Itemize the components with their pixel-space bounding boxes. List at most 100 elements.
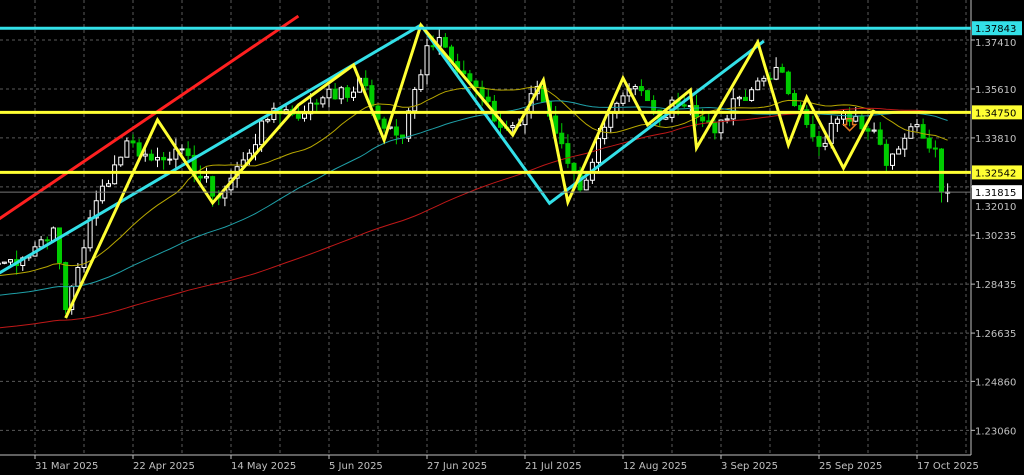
- candle-body: [583, 179, 589, 191]
- candle-body: [259, 120, 265, 146]
- y-tick-label: 1.35610: [975, 85, 1016, 96]
- candle-body: [8, 259, 13, 263]
- candle-body: [179, 148, 185, 151]
- candle-body: [638, 86, 644, 92]
- candle-body: [351, 91, 356, 98]
- x-tick-label: 17 Oct 2025: [917, 461, 979, 472]
- price-label: 1.37843: [975, 24, 1016, 35]
- candle-body: [565, 143, 571, 164]
- price-label-box: [972, 165, 1022, 180]
- candle-body: [314, 102, 320, 105]
- candle-body: [442, 37, 448, 48]
- zigzag-line: [64, 21, 876, 319]
- candle-body: [167, 158, 173, 161]
- candle-body: [185, 148, 191, 156]
- candle-body: [859, 115, 865, 130]
- candle-body: [908, 126, 914, 139]
- price-label: 1.32542: [975, 168, 1016, 179]
- candle-body: [142, 153, 148, 157]
- candle-body: [602, 126, 608, 140]
- candle-body: [93, 200, 99, 219]
- candle-body: [834, 118, 840, 124]
- y-tick-label: 1.24860: [975, 377, 1016, 388]
- x-tick-label: 12 Aug 2025: [623, 461, 687, 472]
- x-tick-label: 25 Sep 2025: [819, 461, 882, 472]
- candle-body: [369, 85, 375, 107]
- candle-body: [632, 86, 638, 90]
- current-price-label: 1.31815: [975, 188, 1016, 199]
- y-tick-label: 1.37410: [975, 38, 1016, 49]
- y-tick-label: 1.30235: [975, 231, 1016, 242]
- candle-body: [651, 100, 657, 111]
- candle-body: [148, 153, 154, 161]
- candle-body: [743, 96, 748, 101]
- x-tick-label: 22 Apr 2025: [133, 461, 195, 472]
- x-tick-label: 31 Mar 2025: [35, 461, 98, 472]
- candle-body: [755, 80, 761, 91]
- candle-body: [99, 185, 105, 202]
- y-tick-label: 1.23060: [975, 426, 1016, 437]
- candle-body: [338, 87, 344, 100]
- candle-body: [785, 71, 791, 95]
- price-label: 1.34750: [975, 108, 1016, 119]
- candle-body: [926, 137, 932, 149]
- candle-body: [393, 126, 399, 136]
- candle-body: [155, 156, 160, 161]
- candle-body: [320, 97, 326, 105]
- candle-body: [161, 156, 167, 161]
- candle-body: [473, 80, 479, 88]
- candle-body: [406, 110, 412, 139]
- x-tick-label: 5 Jun 2025: [329, 461, 383, 472]
- candle-body: [730, 98, 736, 120]
- candle-body: [749, 89, 755, 101]
- candle-body: [920, 124, 926, 139]
- candle-body: [75, 266, 81, 287]
- candle-body: [363, 77, 369, 87]
- moving-average-100: [0, 107, 948, 329]
- candle-body: [418, 74, 424, 90]
- candle-body: [44, 239, 50, 242]
- candle-body: [822, 142, 828, 147]
- candle-body: [559, 132, 565, 145]
- current-price-box: [972, 185, 1022, 200]
- candle-body: [210, 176, 216, 197]
- candle-body: [779, 66, 785, 73]
- y-tick-label: 1.32010: [975, 202, 1016, 213]
- candle-body: [87, 217, 93, 249]
- candle-body: [81, 247, 87, 268]
- y-tick-label: 1.26635: [975, 329, 1016, 340]
- candle-body: [112, 164, 118, 185]
- candle-body: [332, 88, 338, 100]
- down-arrow-icon: [841, 117, 858, 132]
- candle-body: [412, 88, 418, 112]
- price-label-box: [972, 105, 1022, 120]
- candle-body: [853, 115, 859, 122]
- candle-body: [467, 73, 473, 82]
- y-tick-label: 1.28435: [975, 280, 1016, 291]
- candle-body: [265, 118, 271, 122]
- x-tick-label: 3 Sep 2025: [721, 461, 778, 472]
- candle-body: [197, 175, 203, 179]
- candle-body: [932, 147, 938, 150]
- candle-body: [118, 156, 124, 166]
- candle-body: [902, 137, 908, 150]
- candle-body: [883, 143, 889, 166]
- candle-body: [38, 239, 44, 248]
- candle-body: [804, 109, 810, 126]
- candle-body: [57, 227, 62, 264]
- candle-body: [896, 148, 902, 155]
- x-tick-label: 27 Jun 2025: [427, 461, 487, 472]
- candle-body: [914, 124, 920, 128]
- candle-body: [571, 162, 577, 171]
- y-tick-label: 1.33810: [975, 134, 1016, 145]
- candle-body: [865, 128, 871, 132]
- candle-body: [712, 122, 718, 134]
- candle-body: [816, 136, 822, 147]
- candle-body: [1, 261, 7, 264]
- candle-body: [302, 113, 307, 119]
- candle-body: [124, 140, 130, 158]
- candle-body: [890, 153, 895, 166]
- candle-body: [381, 118, 387, 129]
